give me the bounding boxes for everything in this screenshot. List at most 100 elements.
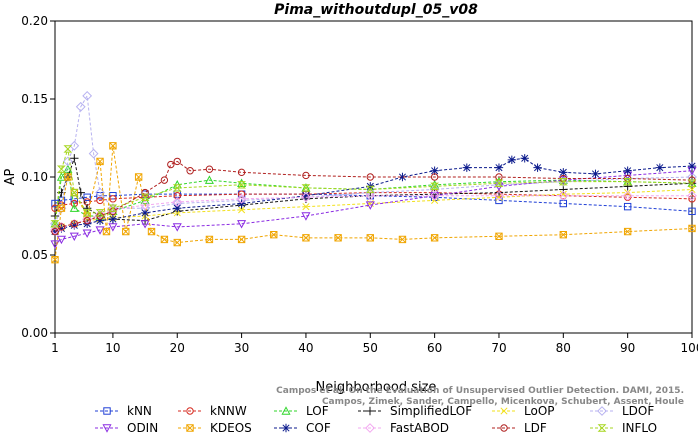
y-tick-label: 0.20 [21, 14, 48, 28]
data-point-inflo [69, 188, 79, 197]
data-point-cof [520, 154, 529, 163]
data-point-inflo [430, 182, 440, 191]
data-point-ldf [83, 216, 91, 225]
data-point-fastabod [140, 200, 150, 210]
data-point-ldf [51, 227, 59, 236]
data-point-inflo [82, 209, 92, 217]
data-point-fastabod [622, 190, 633, 201]
data-point-inflo [108, 204, 118, 212]
data-point-kdeos [270, 231, 278, 239]
data-point-kdeos [366, 234, 374, 242]
legend-marker-odin [102, 424, 112, 433]
x-tick-label: 90 [620, 341, 635, 355]
x-tick-label: 80 [556, 341, 571, 355]
legend-marker-loop [500, 407, 508, 415]
x-tick-label: 1 [51, 341, 59, 355]
data-point-ldof [62, 156, 73, 167]
legend-item-inflo: INFLO [590, 421, 657, 434]
data-point-fastabod [82, 214, 93, 225]
series-line-knn [54, 193, 693, 212]
data-point-inflo [237, 181, 247, 189]
data-point-inflo [623, 177, 633, 186]
data-point-fastabod [494, 190, 504, 201]
data-point-fastabod [301, 192, 311, 203]
data-point-inflo [50, 220, 60, 228]
data-point-cof [95, 216, 105, 225]
data-point-cof [687, 161, 697, 171]
data-point-ldf [173, 157, 181, 166]
data-point-simplifiedlof [70, 154, 79, 163]
data-point-kdeos [623, 227, 632, 236]
data-point-simplifiedlof [623, 182, 632, 191]
series-line-ldf [54, 160, 693, 233]
legend-marker-cof [281, 423, 291, 433]
legend-item-fastabod: FastABOD [358, 421, 449, 434]
data-point-kdeos [51, 255, 59, 264]
legend-item-knnw: kNNW [178, 404, 247, 418]
legend-label-knnw: kNNW [210, 404, 247, 418]
data-point-cof [301, 191, 311, 200]
data-point-knnw [237, 190, 246, 198]
data-point-inflo [494, 179, 504, 187]
series-fastabod [50, 190, 697, 235]
data-point-loop [302, 203, 310, 211]
data-point-ldf [70, 220, 79, 228]
data-point-cof [70, 221, 79, 230]
data-point-knn [688, 207, 696, 216]
data-point-inflo [301, 184, 311, 192]
data-point-kdeos [205, 235, 214, 244]
data-point-kdeos [398, 235, 407, 244]
data-point-kdeos [147, 227, 156, 236]
x-tick-label: 10 [105, 341, 120, 355]
legend-marker-fastabod [365, 423, 375, 433]
data-point-odin [140, 220, 150, 229]
legend-marker-ldf [500, 424, 508, 432]
legend-item-ldf: LDF [492, 421, 547, 434]
legend-item-ldof: LDOF [590, 404, 654, 418]
data-point-simplifiedlof [82, 204, 92, 213]
data-point-ldf [430, 173, 439, 181]
data-point-kdeos [96, 157, 104, 166]
data-point-fastabod [687, 190, 697, 201]
data-point-kdeos [64, 173, 72, 181]
series-line-lof [54, 168, 693, 224]
series-ldof [50, 90, 697, 229]
legend-label-kdeos: KDEOS [210, 421, 252, 434]
data-point-inflo [95, 209, 105, 217]
data-point-cof [173, 204, 182, 213]
legend: kNN kNNW LOF SimplifiedLOF LoOP LDOF ODIN KDEOS… [95, 404, 657, 434]
data-point-odin [365, 201, 375, 210]
data-point-knnw [109, 195, 117, 203]
legend-item-cof: COF [274, 421, 331, 434]
data-point-inflo [57, 165, 66, 173]
data-point-lof [63, 164, 73, 173]
citation-line-1: Campos et al. On the Evaluation of Unsup… [276, 386, 684, 396]
y-tick-label: 0.15 [21, 92, 48, 106]
data-point-odin [56, 235, 66, 245]
data-point-ldof [88, 148, 99, 159]
series-line-inflo [54, 148, 693, 224]
data-point-cof [655, 163, 665, 172]
data-point-fastabod [95, 209, 105, 220]
data-point-kdeos [109, 142, 117, 150]
data-point-kdeos [57, 204, 66, 212]
data-point-cof [591, 169, 600, 179]
legend-marker-simplifiedlof [365, 406, 375, 416]
series-inflo [50, 145, 697, 228]
data-point-fastabod [429, 190, 440, 201]
data-point-kdeos [495, 232, 503, 240]
legend-label-odin: ODIN [127, 421, 158, 434]
legend-item-knn: kNN [95, 404, 152, 418]
data-point-ldf [302, 171, 310, 180]
data-point-odin [301, 212, 311, 221]
data-point-fastabod [108, 204, 118, 215]
data-point-knn [83, 193, 91, 201]
legend-label-lof: LOF [306, 404, 329, 418]
data-point-inflo [63, 145, 73, 153]
data-point-inflo [687, 179, 697, 187]
series-cof [50, 154, 697, 236]
series-line-odin [54, 170, 693, 245]
legend-marker-knnw [186, 407, 194, 415]
data-point-cof [623, 166, 632, 175]
legend-item-lof: LOF [274, 404, 329, 418]
